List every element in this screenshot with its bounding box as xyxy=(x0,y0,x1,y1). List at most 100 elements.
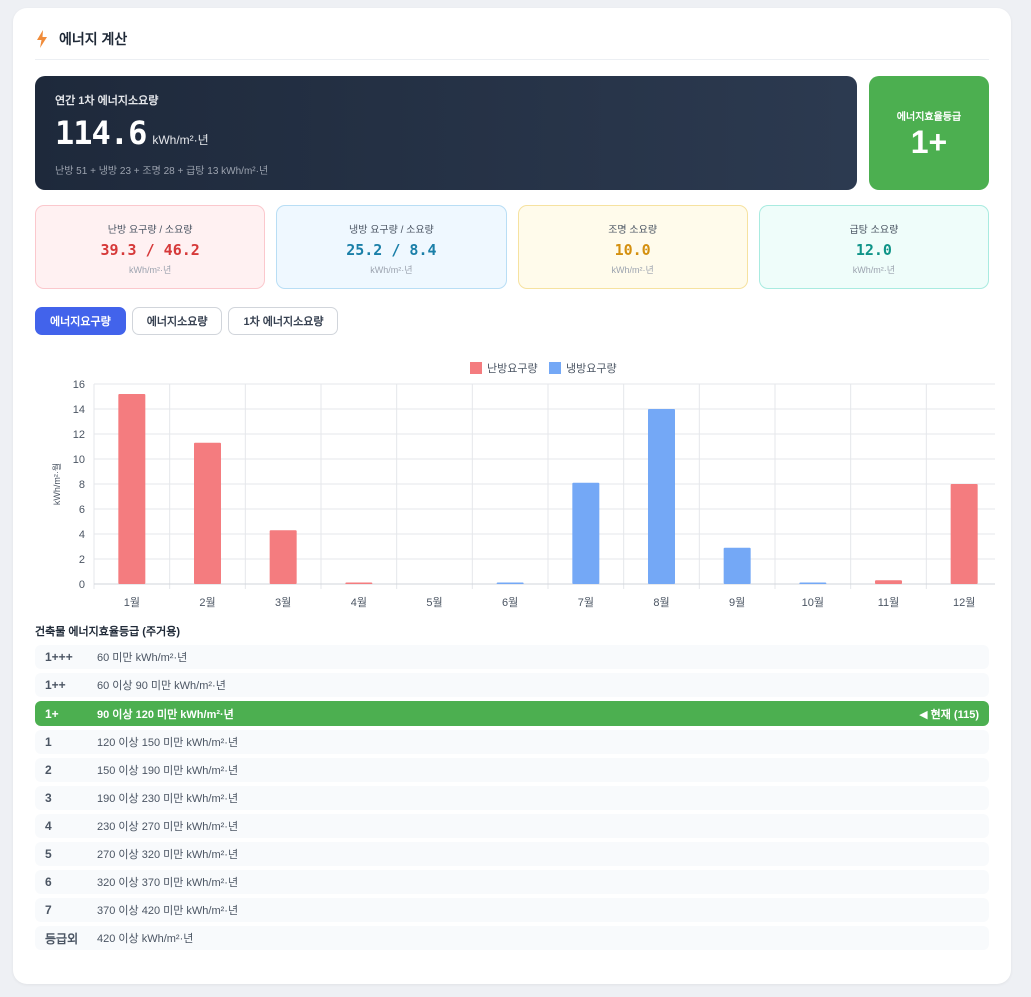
grade-row: 1 120 이상 150 미만 kWh/m²·년 xyxy=(35,730,989,754)
grade-table: 1+++ 60 미만 kWh/m²·년 1++ 60 이상 90 미만 kWh/m²·… xyxy=(35,645,989,954)
x-tick-label: 3월 xyxy=(275,596,291,609)
stat-cards: 난방 요구량 / 소요량 39.3 / 46.2 kWh/m²·년 냉방 요구량… xyxy=(35,205,989,289)
x-tick-label: 7월 xyxy=(578,596,594,609)
grade-row: 7 370 이상 420 미만 kWh/m²·년 xyxy=(35,898,989,922)
tab-energy-demand[interactable]: 에너지요구량 xyxy=(35,307,126,335)
y-axis-label: kWh/m²·월 xyxy=(51,463,62,505)
stat-value: 12.0 xyxy=(855,241,892,259)
grade-range: 190 이상 230 미만 kWh/m²·년 xyxy=(97,793,239,805)
stat-cooling: 냉방 요구량 / 소요량 25.2 / 8.4 kWh/m²·년 xyxy=(276,205,507,289)
grade-name: 7 xyxy=(45,903,52,917)
bar-냉방요구량 xyxy=(572,482,600,584)
grade-name: 4 xyxy=(45,819,52,833)
hero-unit: kWh/m²·년 xyxy=(152,133,209,147)
energy-calc-card: 에너지 계산 연간 1차 에너지소요량 114.6 kWh/m²·년 난방 51… xyxy=(13,8,1011,984)
efficiency-grade-badge: 에너지효율등급 1+ xyxy=(869,76,989,190)
x-tick-label: 8월 xyxy=(653,596,669,609)
grade-name: 등급외 xyxy=(45,931,79,946)
grade-row: 5 270 이상 320 미만 kWh/m²·년 xyxy=(35,842,989,866)
grade-range: 120 이상 150 미만 kWh/m²·년 xyxy=(97,737,239,749)
stat-label: 급탕 소요량 xyxy=(849,225,899,236)
grade-range: 230 이상 270 미만 kWh/m²·년 xyxy=(97,821,239,833)
x-tick-label: 2월 xyxy=(199,596,215,609)
tab-energy-consumption[interactable]: 에너지소요량 xyxy=(131,307,223,335)
legend-swatch xyxy=(549,362,561,374)
stat-unit: kWh/m²·년 xyxy=(611,265,654,275)
grade-name: 3 xyxy=(45,791,52,805)
grade-row: 3 190 이상 230 미만 kWh/m²·년 xyxy=(35,786,989,810)
grade-range: 320 이상 370 미만 kWh/m²·년 xyxy=(97,877,239,889)
hero-label: 연간 1차 에너지소요량 xyxy=(55,95,159,107)
grade-table-title: 건축물 에너지효율등급 (주거용) xyxy=(35,626,180,638)
grade-row-current: 1+ 90 이상 120 미만 kWh/m²·년 ◀ 현재 (115) xyxy=(35,701,989,726)
stat-hot-water: 급탕 소요량 12.0 kWh/m²·년 xyxy=(758,205,989,289)
grade-row: 1+++ 60 미만 kWh/m²·년 xyxy=(35,645,989,669)
legend-swatch xyxy=(470,362,482,374)
bar-난방요구량 xyxy=(950,484,978,584)
legend-label: 난방요구량 xyxy=(487,362,538,375)
grade-row: 4 230 이상 270 미만 kWh/m²·년 xyxy=(35,814,989,838)
legend-label: 냉방요구량 xyxy=(566,362,617,375)
stat-unit: kWh/m²·년 xyxy=(370,265,413,275)
y-tick-label: 12 xyxy=(73,429,85,441)
grade-name: 1+ xyxy=(45,706,59,721)
grade-row: 등급외 420 이상 kWh/m²·년 xyxy=(35,926,989,950)
x-tick-label: 10월 xyxy=(802,596,824,609)
card-header: 에너지 계산 xyxy=(35,28,989,60)
grade-range: 420 이상 kWh/m²·년 xyxy=(97,933,194,945)
stat-label: 난방 요구량 / 소요량 xyxy=(107,225,193,236)
bar-냉방요구량 xyxy=(648,409,675,584)
page-title: 에너지 계산 xyxy=(59,31,128,47)
bar-난방요구량 xyxy=(194,442,221,584)
stat-heating: 난방 요구량 / 소요량 39.3 / 46.2 kWh/m²·년 xyxy=(35,205,266,289)
chart-svg: 0 2 4 6 8 10 12 14 16 1월 2월 3월 4월 5월 6월 7월 8월 9월 10월 11월 12월… xyxy=(51,362,995,609)
grade-range: 90 이상 120 미만 kWh/m²·년 xyxy=(97,708,234,721)
y-tick-label: 2 xyxy=(79,554,85,566)
grade-name: 1 xyxy=(45,735,52,749)
y-tick-label: 6 xyxy=(79,504,85,516)
stat-unit: kWh/m²·년 xyxy=(852,265,896,275)
stat-value: 39.3 / 46.2 xyxy=(100,241,200,259)
x-tick-label: 9월 xyxy=(729,596,745,609)
stat-value: 10.0 xyxy=(614,241,651,259)
x-tick-label: 1월 xyxy=(124,596,140,609)
stat-unit: kWh/m²·년 xyxy=(128,265,172,275)
grade-row: 1++ 60 이상 90 미만 kWh/m²·년 xyxy=(35,673,989,697)
grade-label: 에너지효율등급 xyxy=(896,112,962,123)
grade-name: 1+++ xyxy=(45,650,73,664)
stat-label: 냉방 요구량 / 소요량 xyxy=(349,225,434,236)
x-tick-label: 4월 xyxy=(351,596,367,609)
tab-primary-energy[interactable]: 1차 에너지소요량 xyxy=(228,307,339,335)
x-tick-label: 11월 xyxy=(878,596,900,609)
current-marker: ◀ 현재 (115) xyxy=(919,708,979,721)
y-tick-label: 16 xyxy=(73,379,85,391)
bar-냉방요구량 xyxy=(723,547,751,584)
grade-name: 2 xyxy=(45,763,52,777)
stat-value: 25.2 / 8.4 xyxy=(346,241,437,259)
stat-lighting: 조명 소요량 10.0 kWh/m²·년 xyxy=(517,205,748,289)
hero-breakdown: 난방 51 + 냉방 23 + 조명 28 + 급탕 13 kWh/m²·년 xyxy=(55,166,269,177)
monthly-demand-chart: 0 2 4 6 8 10 12 14 16 1월 2월 3월 4월 5월 6월 7월 8월 9월 10월 11월 12월… xyxy=(35,348,995,610)
bar-난방요구량 xyxy=(345,582,373,584)
x-tick-label: 6월 xyxy=(502,596,518,609)
y-tick-label: 8 xyxy=(79,479,85,491)
primary-energy-panel: 연간 1차 에너지소요량 114.6 kWh/m²·년 난방 51 + 냉방 2… xyxy=(35,76,857,190)
chart-tabs: 에너지요구량 에너지소요량 1차 에너지소요량 xyxy=(35,307,339,335)
grade-range: 150 이상 190 미만 kWh/m²·년 xyxy=(97,765,239,777)
stat-label: 조명 소요량 xyxy=(608,225,658,236)
grade-range: 60 이상 90 미만 kWh/m²·년 xyxy=(97,680,226,692)
bar-냉방요구량 xyxy=(496,582,524,584)
x-tick-label: 12월 xyxy=(953,596,975,609)
bar-난방요구량 xyxy=(875,580,902,584)
y-tick-label: 0 xyxy=(79,579,85,591)
grade-name: 6 xyxy=(45,875,52,889)
grade-range: 270 이상 320 미만 kWh/m²·년 xyxy=(97,849,239,861)
grade-range: 60 미만 kWh/m²·년 xyxy=(97,652,188,664)
grade-row: 6 320 이상 370 미만 kWh/m²·년 xyxy=(35,870,989,894)
bar-냉방요구량 xyxy=(799,582,827,584)
y-tick-label: 10 xyxy=(73,454,85,466)
y-tick-label: 14 xyxy=(73,404,85,416)
bolt-icon xyxy=(37,30,47,48)
grade-value: 1+ xyxy=(910,124,948,160)
grade-name: 5 xyxy=(45,847,52,861)
